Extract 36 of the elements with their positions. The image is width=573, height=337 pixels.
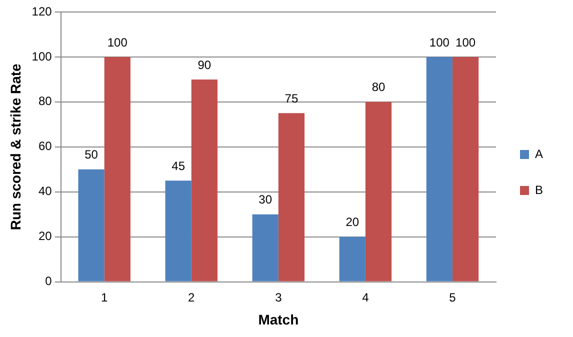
x-tick-label: 2 [188,290,196,304]
data-label: 100 [456,35,476,50]
data-label: 50 [84,148,98,162]
y-tick-label: 40 [38,184,52,198]
y-tick-label: 20 [38,229,52,244]
bar [452,56,479,282]
y-tick-label: 100 [32,49,52,64]
bar [191,79,218,282]
x-tick-label: 1 [100,290,108,304]
x-tick-label: 3 [275,290,282,304]
y-tick-label: 120 [32,4,52,18]
x-axis-title: Match [258,311,299,328]
data-label: 45 [172,158,186,173]
bar [252,214,278,282]
y-tick-label: 0 [45,274,52,288]
legend-label: B [534,182,544,197]
bar [165,180,192,282]
data-label: 75 [284,91,298,106]
bar [278,113,305,282]
bar [426,56,452,282]
y-tick-label: 60 [38,139,52,154]
x-tick-label: 4 [362,290,370,304]
x-tick-label: 5 [449,290,456,304]
data-label: 30 [258,192,272,207]
data-label: 20 [346,215,360,230]
data-label: 90 [198,58,212,72]
bar [365,102,392,282]
data-label: 100 [107,35,128,50]
bar [104,56,130,282]
bar [339,236,366,282]
y-tick-label: 80 [38,94,52,108]
legend-label: A [534,146,544,161]
data-label: 100 [429,35,450,50]
data-label: 80 [372,80,386,94]
y-axis-title: Run scored & strike Rate [7,63,24,230]
bar [78,169,104,282]
